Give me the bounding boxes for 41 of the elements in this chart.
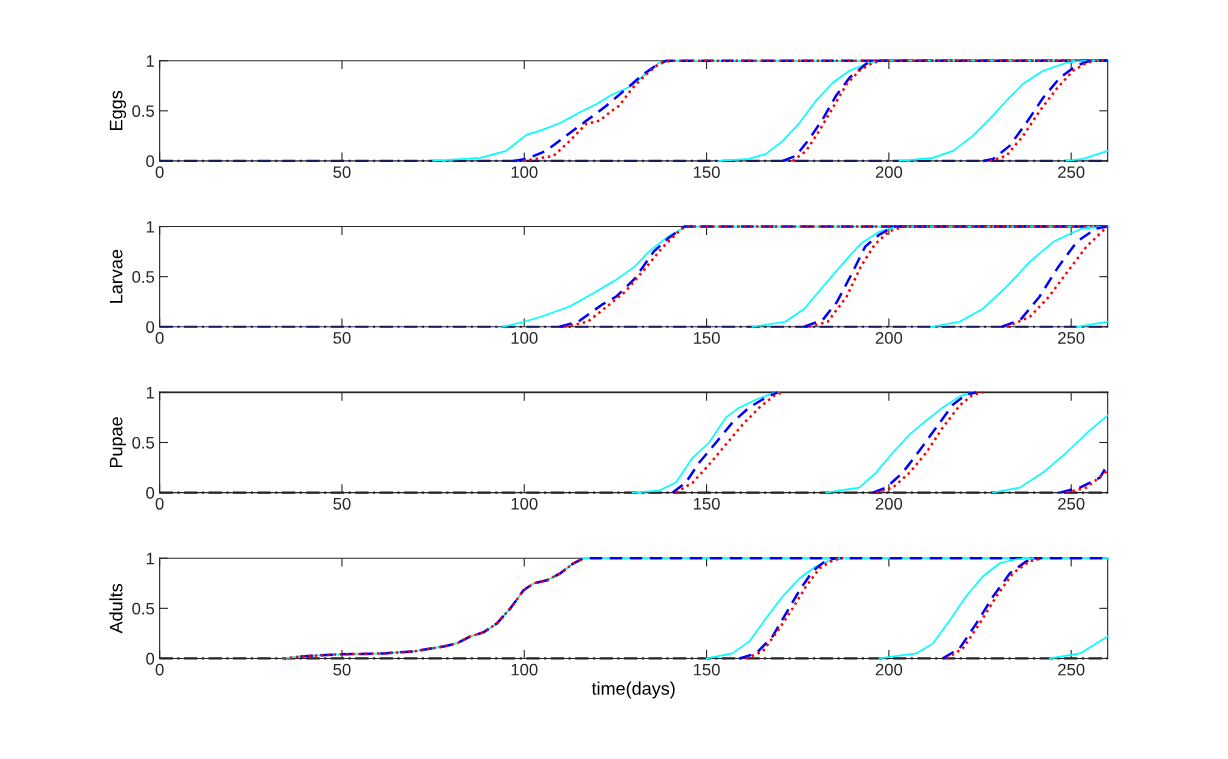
y-tick-label: 1 [146, 386, 154, 399]
y-tick-label: 1 [146, 221, 154, 233]
y-tick-label: 0.5 [132, 602, 155, 615]
y-tick-label: 0.5 [132, 271, 155, 283]
x-tick-label: 250 [1058, 166, 1085, 179]
x-tick-label: 100 [511, 663, 538, 676]
x-tick-label: 150 [693, 497, 720, 510]
y-tick-label: 0.5 [132, 105, 155, 118]
y-tick-label: 1 [146, 552, 154, 565]
y-axis-title: Larvae [109, 249, 123, 303]
x-tick-label: 100 [511, 166, 538, 179]
x-tick-label: 100 [511, 332, 538, 344]
x-tick-label: 100 [511, 497, 538, 510]
y-tick-label: 0 [146, 486, 155, 499]
y-axis-title: Pupae [109, 417, 127, 468]
x-axis-title: time(days) [591, 681, 675, 699]
x-tick-label: 250 [1058, 332, 1085, 344]
y-axis-title: Eggs [109, 90, 127, 130]
y-tick-label: 0 [146, 321, 155, 333]
x-tick-label: 200 [875, 497, 903, 510]
y-tick-label: 0.5 [132, 436, 155, 449]
y-tick-label: 0 [146, 652, 155, 665]
x-tick-label: 0 [155, 166, 164, 179]
x-tick-label: 150 [693, 166, 720, 179]
x-tick-label: 0 [155, 497, 164, 510]
x-tick-label: 50 [333, 166, 351, 179]
y-tick-label: 0 [146, 155, 155, 168]
x-tick-label: 0 [155, 663, 164, 676]
x-tick-label: 150 [693, 332, 720, 344]
y-axis-title: Adults [109, 583, 123, 634]
x-tick-label: 200 [875, 166, 903, 179]
x-tick-label: 250 [1058, 497, 1085, 510]
x-tick-label: 200 [875, 332, 903, 344]
x-tick-label: 200 [875, 663, 903, 676]
x-tick-label: 50 [333, 663, 351, 676]
x-tick-label: 50 [333, 332, 351, 344]
x-tick-label: 250 [1058, 663, 1085, 676]
x-tick-label: 0 [155, 332, 164, 344]
y-tick-label: 1 [146, 55, 154, 67]
x-tick-label: 150 [693, 663, 720, 676]
x-tick-label: 50 [333, 497, 351, 510]
